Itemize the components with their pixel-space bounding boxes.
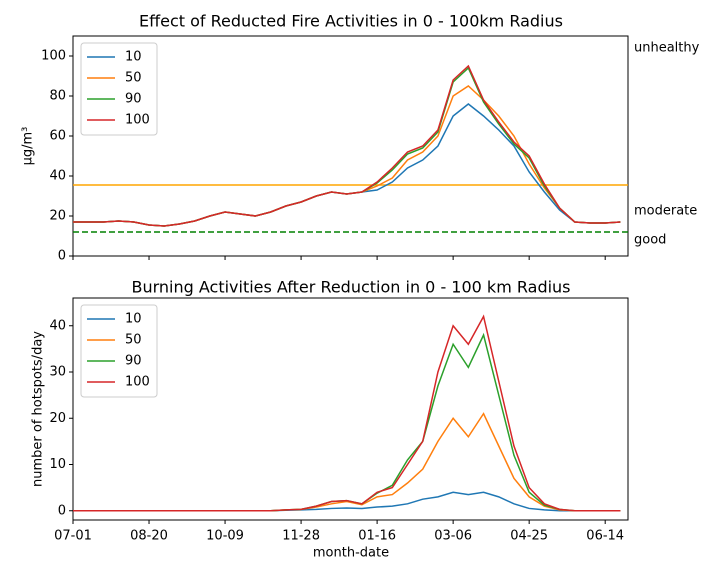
y-tick-label: 60	[49, 129, 66, 144]
legend-box	[80, 42, 158, 136]
legend-label: 90	[125, 92, 142, 107]
line-series	[73, 314, 621, 512]
x-tick-label: 10-09	[206, 529, 244, 544]
y-tick-label: 40	[49, 318, 66, 333]
x-tick-label: 01-16	[358, 529, 396, 544]
x-tick-label: 07-01	[54, 529, 92, 544]
x-tick-label: 08-20	[130, 529, 168, 544]
y-tick-label: 20	[49, 411, 66, 426]
y-tick-label: 40	[49, 169, 66, 184]
legend-label: 10	[125, 50, 142, 65]
chart-title: Burning Activities After Reduction in 0 …	[131, 278, 570, 297]
y-tick-label: 20	[49, 209, 66, 224]
y-tick-label: 30	[49, 365, 66, 380]
y-tick-label: 10	[49, 457, 66, 472]
plot-frame	[72, 35, 629, 257]
legend-label: 100	[125, 113, 150, 128]
legend-label: 50	[125, 71, 142, 86]
y-tick-label: 100	[41, 49, 66, 64]
chart-title: Effect of Reducted Fire Activities in 0 …	[139, 12, 563, 31]
x-tick-label: 03-06	[434, 529, 472, 544]
plot-frame	[72, 297, 629, 521]
legend-label: 10	[125, 312, 142, 327]
y-tick-label: 80	[49, 89, 66, 104]
annotation: unhealthy	[634, 41, 700, 56]
annotation: good	[634, 233, 666, 248]
x-tick-label: 06-14	[586, 529, 624, 544]
legend-label: 90	[125, 354, 142, 369]
legend-label: 100	[125, 375, 150, 390]
y-tick-label: 0	[58, 503, 66, 518]
x-axis-label: month-date	[313, 546, 389, 561]
y-axis-label: μg/m³	[21, 127, 36, 166]
y-axis-label: number of hotspots/day	[31, 331, 46, 487]
legend-box	[80, 304, 158, 398]
line-series	[73, 64, 621, 227]
legend-label: 50	[125, 333, 142, 348]
x-tick-label: 04-25	[510, 529, 548, 544]
x-tick-label: 11-28	[282, 529, 320, 544]
y-tick-label: 0	[58, 249, 66, 264]
line-series	[73, 412, 621, 512]
annotation: moderate	[634, 204, 697, 219]
